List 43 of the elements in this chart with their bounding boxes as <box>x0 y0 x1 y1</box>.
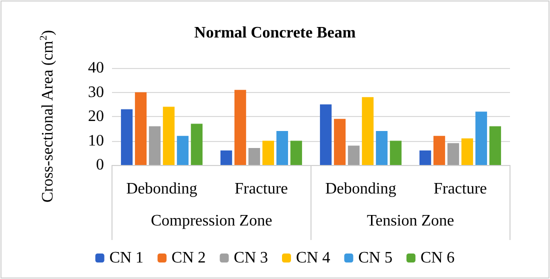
text: Tension Zone <box>366 212 454 230</box>
y-tick-label: 10 <box>88 132 104 150</box>
bar <box>176 136 189 165</box>
legend-label: CN 4 <box>296 250 330 266</box>
legend-label: CN 5 <box>358 250 392 266</box>
bar <box>262 140 274 165</box>
bar <box>248 148 260 165</box>
x-tick-label: Debonding <box>126 180 198 198</box>
bar <box>348 146 360 165</box>
chart-title: Normal Concrete Beam <box>194 24 356 42</box>
legend-label: CN 2 <box>172 250 206 266</box>
bar <box>320 104 332 165</box>
bar <box>362 97 374 165</box>
bar <box>162 106 175 165</box>
bar <box>220 150 232 165</box>
bar <box>447 143 460 165</box>
bar <box>390 140 402 165</box>
bar <box>334 118 346 165</box>
bar <box>461 138 474 165</box>
bar <box>276 131 288 165</box>
bar <box>134 92 147 165</box>
y-tick-label: 40 <box>88 60 104 76</box>
bar <box>290 140 302 165</box>
bar <box>120 109 133 165</box>
y-tick-label: 0 <box>96 156 104 174</box>
x-tick-label: Fracture <box>234 180 288 198</box>
y-axis-title: Cross-sectional Area (cm2) <box>38 30 56 203</box>
y-tick-label: 20 <box>88 108 104 125</box>
bar <box>419 150 432 165</box>
legend-label: CN 3 <box>234 250 268 266</box>
bar <box>190 124 203 165</box>
y-tick-label: 30 <box>88 84 104 101</box>
x-tick-label: Debonding <box>325 180 396 198</box>
bar <box>433 136 446 165</box>
bar <box>475 112 488 165</box>
legend-label: CN 6 <box>420 250 455 266</box>
legend-label: CN 1 <box>109 250 144 266</box>
text: Compression Zone <box>150 212 272 230</box>
x-tick-label: Fracture <box>434 180 487 198</box>
bar <box>376 131 388 165</box>
bar <box>148 126 161 165</box>
bar <box>234 90 246 165</box>
bar <box>489 126 502 165</box>
